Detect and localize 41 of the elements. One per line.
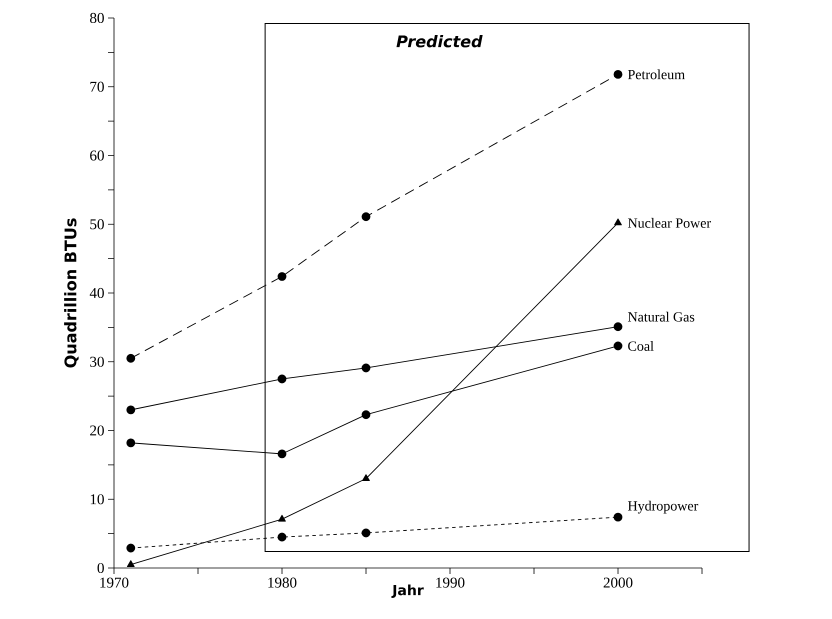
y-tick-label: 80	[90, 12, 104, 24]
point	[126, 560, 135, 567]
point	[362, 528, 370, 538]
x-tick-label: 1970	[100, 578, 128, 588]
y-axis-title: Quadrillion BTUs	[64, 218, 79, 368]
point	[362, 410, 370, 420]
point	[614, 322, 622, 332]
y-tick-label: 0	[98, 562, 104, 574]
series-label: Coal	[628, 341, 654, 351]
point	[362, 474, 370, 482]
point	[362, 364, 370, 372]
series-label: Nuclear Power	[628, 218, 712, 228]
x-axis-title: Jahr	[391, 584, 424, 598]
series-label: Natural Gas	[628, 312, 694, 322]
point	[126, 438, 136, 448]
point	[614, 218, 622, 226]
y-tick-label: 60	[90, 150, 104, 161]
series-label: Petroleum	[628, 69, 685, 80]
point	[278, 532, 286, 542]
point	[614, 342, 622, 350]
y-tick-label: 10	[90, 494, 104, 504]
y-tick-label: 30	[90, 356, 104, 367]
point	[362, 212, 370, 222]
y-tick-label: 40	[90, 288, 104, 298]
annotation: Predicted	[396, 35, 483, 48]
x-tick-label: 2000	[604, 578, 632, 588]
y-tick-label: 20	[90, 425, 104, 436]
point	[126, 405, 136, 414]
series-label: Hydropower	[628, 500, 698, 514]
point	[278, 272, 286, 281]
point	[278, 374, 286, 384]
x-tick-label: 1980	[268, 578, 296, 588]
point	[126, 354, 136, 363]
point	[614, 512, 622, 522]
point	[278, 514, 286, 522]
y-tick-label: 70	[90, 82, 104, 92]
y-tick-label: 50	[90, 219, 104, 230]
point	[278, 449, 286, 458]
point	[614, 70, 622, 79]
x-tick-label: 1990	[436, 578, 464, 588]
point	[126, 544, 136, 552]
